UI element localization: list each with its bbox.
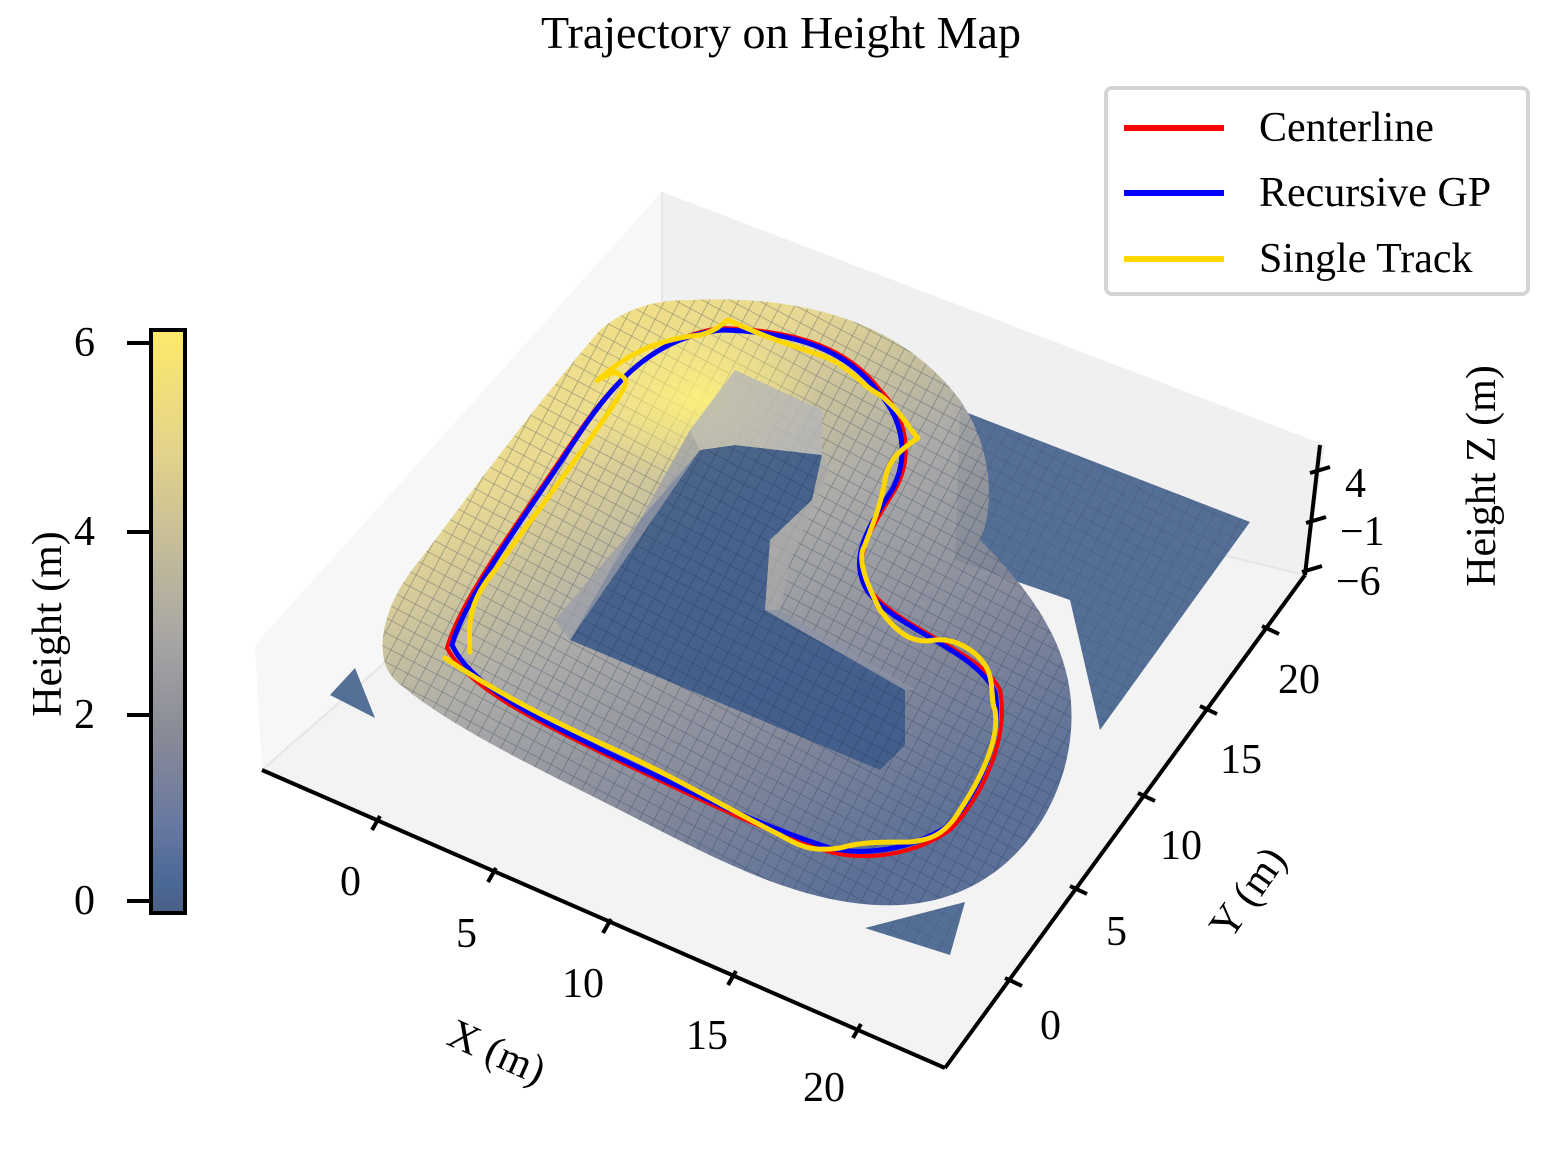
z-tick-label: −6 — [1336, 559, 1381, 605]
legend-label: Recursive GP — [1259, 170, 1492, 216]
y-tick-label: 15 — [1220, 737, 1262, 783]
x-tick-label: 15 — [686, 1013, 728, 1059]
y-tick-label: 20 — [1278, 657, 1320, 703]
colorbar-tick — [127, 341, 149, 345]
legend-swatch-yellow — [1124, 256, 1224, 262]
legend-entry-centerline: Centerline — [1124, 98, 1434, 158]
x-tick-label: 20 — [803, 1065, 845, 1111]
x-tick-label: 5 — [456, 911, 477, 957]
single-track-line — [442, 317, 999, 852]
z-tick-label: 4 — [1345, 461, 1366, 507]
colorbar-tick-label: 0 — [74, 878, 95, 924]
legend-label: Single Track — [1259, 236, 1473, 282]
colorbar-label: Height (m) — [25, 531, 71, 717]
y-tick-label: 10 — [1160, 823, 1202, 869]
colorbar-tick-label: 4 — [74, 509, 95, 555]
y-tick-label: 5 — [1106, 909, 1127, 955]
legend-entry-single-track: Single Track — [1124, 229, 1473, 289]
legend-label: Centerline — [1259, 105, 1434, 151]
colorbar-tick — [127, 713, 149, 717]
z-tick-label: −1 — [1340, 509, 1385, 555]
legend-entry-recursive-gp: Recursive GP — [1124, 163, 1491, 223]
colorbar-tick-label: 2 — [74, 692, 95, 738]
legend-swatch-blue — [1124, 190, 1224, 196]
x-tick-label: 10 — [562, 961, 604, 1007]
legend: Centerline Recursive GP Single Track — [1104, 86, 1530, 296]
x-tick-label: 0 — [340, 859, 361, 905]
chart-title: Trajectory on Height Map — [541, 7, 1021, 58]
y-tick-label: 0 — [1040, 1003, 1061, 1049]
colorbar-tick — [127, 899, 149, 903]
legend-swatch-red — [1124, 125, 1224, 131]
colorbar-tick-label: 6 — [74, 320, 95, 366]
colorbar-tick — [127, 530, 149, 534]
ground-surface — [330, 410, 1250, 955]
trajectory-lines — [442, 317, 1004, 859]
axis-ticks — [370, 465, 1331, 1039]
z-axis-label: Height Z (m) — [1459, 365, 1505, 587]
colorbar — [149, 328, 187, 915]
